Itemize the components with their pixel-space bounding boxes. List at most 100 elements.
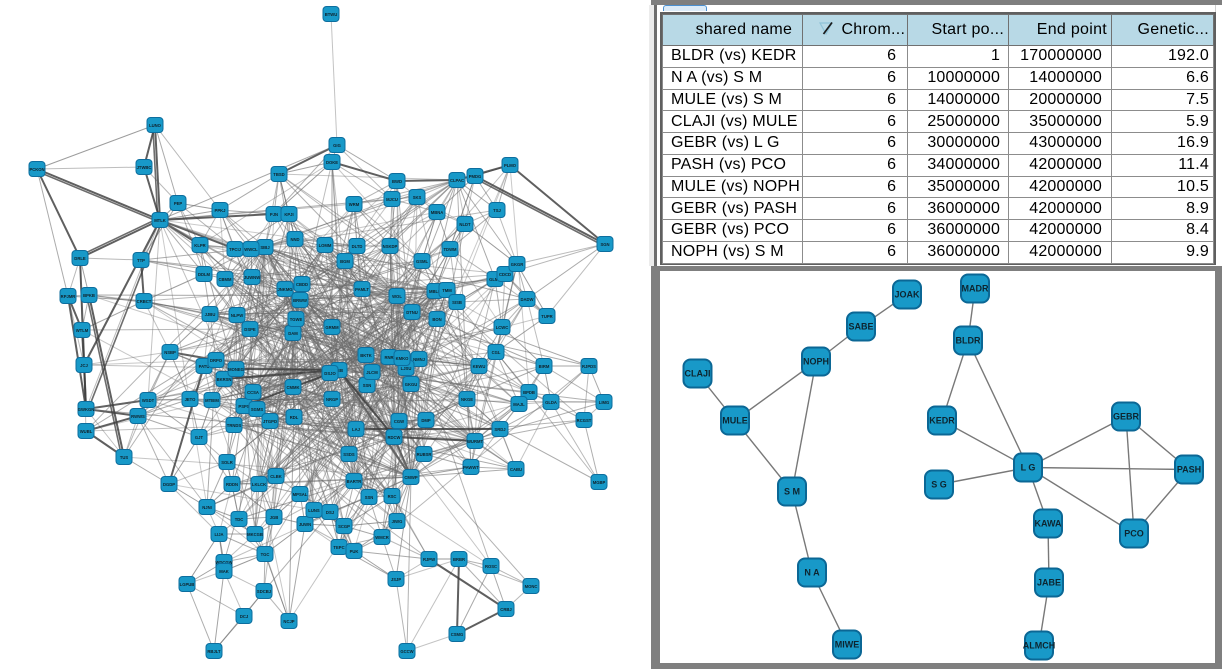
svg-text:BTWU: BTWU xyxy=(325,12,338,17)
svg-text:DLTD: DLTD xyxy=(352,244,363,249)
svg-text:ALMCH: ALMCH xyxy=(1023,641,1056,651)
svg-text:CLPAC: CLPAC xyxy=(450,178,464,183)
svg-text:CLAJI: CLAJI xyxy=(684,369,710,379)
svg-text:BGM: BGM xyxy=(340,259,350,264)
svg-text:JCJ: JCJ xyxy=(80,363,88,368)
svg-text:RBJLT: RBJLT xyxy=(207,649,221,654)
svg-text:GKGU: GKGU xyxy=(405,382,418,387)
svg-text:PLMO: PLMO xyxy=(504,163,517,168)
svg-text:DDLM: DDLM xyxy=(198,272,211,277)
svg-text:DCJ: DCJ xyxy=(240,614,249,619)
svg-text:NCJP: NCJP xyxy=(283,619,294,624)
svg-text:S G: S G xyxy=(931,480,947,490)
svg-text:NLDT: NLDT xyxy=(459,222,471,227)
svg-text:MKCGB: MKCGB xyxy=(247,532,263,537)
svg-text:SOLR: SOLR xyxy=(221,460,233,465)
svg-text:L G: L G xyxy=(1021,463,1036,473)
svg-text:PUK: PUK xyxy=(350,549,359,554)
svg-text:WTLM: WTLM xyxy=(76,328,89,333)
svg-text:LCWC: LCWC xyxy=(496,325,509,330)
svg-text:RSC: RSC xyxy=(388,494,397,499)
svg-text:PSPS: PSPS xyxy=(238,404,249,409)
svg-text:N A: N A xyxy=(804,568,820,578)
svg-text:NSBP: NSBP xyxy=(164,350,176,355)
svg-text:WURMT: WURMT xyxy=(467,439,483,444)
svg-text:SCGP: SCGP xyxy=(338,524,350,529)
svg-text:TGWE: TGWE xyxy=(290,317,303,322)
svg-text:RJPW: RJPW xyxy=(423,557,435,562)
svg-text:BARTR: BARTR xyxy=(347,479,362,484)
svg-text:JOAK: JOAK xyxy=(894,290,920,300)
svg-text:DTNU: DTNU xyxy=(406,310,418,315)
svg-text:LKLCK: LKLCK xyxy=(252,482,266,487)
svg-text:MPSAL: MPSAL xyxy=(293,492,308,497)
svg-text:LGPUB: LGPUB xyxy=(180,582,195,587)
svg-text:GIG: GIG xyxy=(333,143,341,148)
svg-text:JLCM: JLCM xyxy=(366,370,378,375)
svg-text:SGMS: SGMS xyxy=(251,407,264,412)
svg-text:SSN: SSN xyxy=(365,495,374,500)
svg-text:DSJO: DSJO xyxy=(324,371,336,376)
svg-text:NKGE: NKGE xyxy=(461,397,473,402)
svg-text:TMM: TMM xyxy=(442,288,452,293)
svg-text:DADW: DADW xyxy=(520,297,533,302)
svg-text:DAM: DAM xyxy=(288,331,298,336)
svg-text:LJSU: LJSU xyxy=(401,366,412,371)
svg-text:NJNI: NJNI xyxy=(202,505,212,510)
svg-text:LUNO: LUNO xyxy=(149,123,162,128)
svg-text:KEDR: KEDR xyxy=(929,416,955,426)
svg-text:SGN: SGN xyxy=(600,242,609,247)
svg-text:NLPW: NLPW xyxy=(231,313,243,318)
svg-text:WDCGW: WDCGW xyxy=(215,560,232,565)
svg-text:PMDG: PMDG xyxy=(469,174,482,179)
svg-text:CRBCT: CRBCT xyxy=(137,299,152,304)
svg-text:PCKON: PCKON xyxy=(29,167,44,172)
svg-text:CSMG: CSMG xyxy=(451,632,464,637)
svg-text:LIJA: LIJA xyxy=(214,532,223,537)
svg-text:RUBSR: RUBSR xyxy=(417,452,432,457)
svg-text:MADR: MADR xyxy=(962,284,989,294)
svg-text:CABU: CABU xyxy=(510,467,522,472)
svg-text:BKTK: BKTK xyxy=(360,353,372,358)
svg-text:GEBR: GEBR xyxy=(1113,412,1140,422)
svg-text:PCO: PCO xyxy=(1124,529,1144,539)
svg-text:RJPDS: RJPDS xyxy=(582,364,596,369)
svg-text:TEPC: TEPC xyxy=(333,545,344,550)
svg-text:LUNS: LUNS xyxy=(308,508,320,513)
svg-text:CGL: CGL xyxy=(492,350,501,355)
svg-text:BPDB: BPDB xyxy=(523,390,535,395)
svg-text:SRDJ: SRDJ xyxy=(494,427,506,432)
svg-text:S M: S M xyxy=(784,487,800,497)
svg-text:PPKJ: PPKJ xyxy=(215,208,227,213)
svg-text:JABE: JABE xyxy=(1037,578,1061,588)
svg-text:LOMM: LOMM xyxy=(319,243,332,248)
svg-text:GSML: GSML xyxy=(416,259,429,264)
svg-text:NOPH: NOPH xyxy=(803,357,829,367)
svg-text:TDC: TDC xyxy=(235,517,244,522)
svg-text:DRLE: DRLE xyxy=(74,256,86,261)
svg-text:BIRM: BIRM xyxy=(539,364,550,369)
svg-text:DOKE: DOKE xyxy=(326,160,338,165)
svg-text:WOL: WOL xyxy=(392,294,402,299)
svg-text:JJBU: JJBU xyxy=(205,312,216,317)
svg-text:MONC: MONC xyxy=(525,584,538,589)
svg-text:WMCR: WMCR xyxy=(375,535,389,540)
svg-text:BKRSN: BKRSN xyxy=(217,377,232,382)
svg-text:GCCW: GCCW xyxy=(400,649,413,654)
svg-text:BLDR: BLDR xyxy=(956,336,981,346)
svg-text:RWWS: RWWS xyxy=(131,414,145,419)
svg-text:SISB: SISB xyxy=(452,300,462,305)
svg-text:NSKDP: NSKDP xyxy=(383,244,398,249)
svg-text:ROSC: ROSC xyxy=(485,564,497,569)
svg-text:SSN: SSN xyxy=(363,383,372,388)
svg-text:WWCL: WWCL xyxy=(244,247,258,252)
svg-text:NND: NND xyxy=(290,237,299,242)
svg-text:KAWA: KAWA xyxy=(1035,519,1063,529)
svg-text:TRNDS: TRNDS xyxy=(227,423,242,428)
svg-text:GJT: GJT xyxy=(195,435,204,440)
svg-text:CMMK: CMMK xyxy=(286,385,299,390)
svg-text:TBSD: TBSD xyxy=(273,172,284,177)
svg-text:JETO: JETO xyxy=(185,397,197,402)
svg-text:JUWNW: JUWNW xyxy=(244,275,260,280)
svg-text:RPJMR: RPJMR xyxy=(61,294,76,299)
